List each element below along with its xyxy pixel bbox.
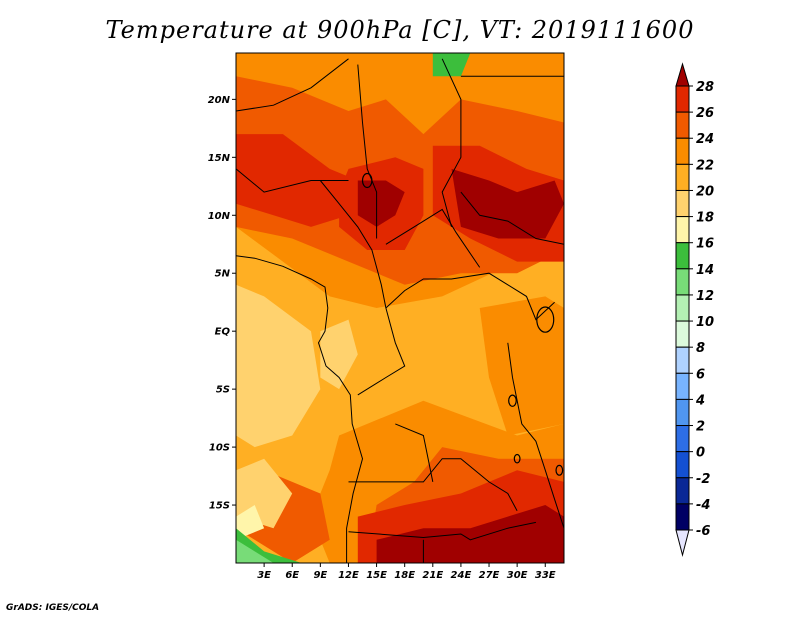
- border-line-1: [236, 58, 349, 112]
- lon-tick-label: 15E: [366, 570, 387, 581]
- colorbar-bottom-arrow: [675, 529, 690, 557]
- colorbar-level-label: 28: [696, 80, 714, 95]
- colorbar-segment: [675, 346, 690, 374]
- colorbar-top-arrow: [675, 62, 690, 87]
- lake-outline-4: [513, 453, 521, 464]
- colorbar-level-label: 22: [696, 158, 714, 173]
- border-line-5: [385, 272, 555, 321]
- region-26-west: [236, 134, 358, 227]
- lake-outline-2: [555, 464, 564, 476]
- lake-outline-0: [536, 306, 555, 333]
- lon-tick-label: 27E: [479, 570, 500, 581]
- border-line-12: [348, 458, 518, 512]
- border-line-8: [441, 58, 462, 228]
- colorbar-segment: [675, 268, 690, 296]
- border-line-11: [507, 342, 564, 529]
- colorbar-segment: [675, 163, 690, 191]
- lon-tick-label: 12E: [338, 570, 359, 581]
- border-line-15: [395, 423, 434, 482]
- lat-tick-label: 15S: [209, 501, 230, 512]
- colorbar-segment: [675, 189, 690, 218]
- colorbar-level-label: 4: [695, 393, 705, 408]
- colorbar-level-label: 12: [696, 289, 714, 304]
- region-16-sw: [236, 505, 265, 540]
- colorbar-segment: [675, 137, 690, 165]
- colorbar-level-label: 14: [696, 263, 714, 278]
- lat-tick-label: 10N: [208, 211, 231, 222]
- region-12-sw: [236, 539, 274, 563]
- colorbar-segment: [675, 372, 690, 400]
- colorbar-level-label: 2: [696, 420, 705, 435]
- border-line-3: [319, 180, 387, 309]
- colorbar-level-label: -2: [696, 472, 710, 487]
- colorbar-segment: [675, 451, 690, 479]
- region-18-gabon: [320, 319, 358, 390]
- colorbar-segment: [675, 216, 690, 244]
- border-line-10: [460, 191, 564, 245]
- lat-tick-label: 15N: [208, 153, 231, 164]
- map-frame: [235, 52, 565, 564]
- region-28-chad: [357, 180, 405, 227]
- lat-tick-label: 5N: [215, 269, 231, 280]
- lake-outline-1: [508, 394, 517, 407]
- lat-tick-label: EQ: [215, 327, 231, 338]
- page-title: Temperature at 900hPa [C], VT: 201911160…: [105, 16, 695, 44]
- lon-tick-label: 33E: [535, 570, 556, 581]
- colorbar-segment: [675, 111, 690, 139]
- colorbar-segment: [675, 85, 690, 113]
- colorbar-level-label: -6: [696, 524, 710, 539]
- colorbar-level-label: 10: [696, 315, 714, 330]
- lon-tick-label: 21E: [422, 570, 443, 581]
- border-line-4: [357, 64, 378, 239]
- region-14-ne: [432, 53, 471, 77]
- lake-outline-3: [361, 172, 373, 189]
- lat-tick-label: 10S: [209, 443, 230, 454]
- lat-tick-label: 20N: [208, 95, 231, 106]
- lon-tick-label: 3E: [257, 570, 271, 581]
- border-line-7: [385, 208, 481, 268]
- colorbar-segment: [675, 294, 690, 322]
- colorbar-level-label: 20: [696, 184, 714, 199]
- lon-tick-label: 30E: [507, 570, 528, 581]
- colorbar-segment: [675, 320, 690, 348]
- lon-tick-label: 18E: [394, 570, 415, 581]
- colorbar-segment: [675, 477, 690, 505]
- lon-tick-label: 9E: [313, 570, 327, 581]
- region-28-sudan: [451, 168, 564, 239]
- colorbar-level-label: 8: [696, 341, 705, 356]
- colorbar-level-label: -4: [696, 498, 710, 513]
- colorbar-level-label: 24: [696, 132, 714, 147]
- border-line-0: [236, 255, 364, 563]
- colorbar-segment: [675, 425, 690, 453]
- border-line-13: [348, 521, 537, 541]
- temperature-field: [236, 53, 564, 563]
- region-18-atlantic: [236, 284, 321, 448]
- colorbar-segment: [675, 398, 690, 427]
- lat-tick-label: 5S: [216, 385, 230, 396]
- credit-label: GrADS: IGES/COLA: [6, 603, 100, 613]
- colorbar-level-label: 0: [696, 446, 705, 461]
- colorbar-level-label: 6: [696, 367, 705, 382]
- colorbar-level-label: 26: [696, 106, 714, 121]
- colorbar-level-label: 16: [696, 237, 714, 252]
- lon-tick-label: 24E: [451, 570, 472, 581]
- lon-tick-label: 6E: [285, 570, 299, 581]
- colorbar-segment: [675, 503, 690, 531]
- colorbar-segment: [675, 242, 690, 270]
- colorbar-level-label: 18: [696, 211, 714, 226]
- border-line-2: [236, 168, 349, 193]
- border-line-6: [357, 307, 406, 396]
